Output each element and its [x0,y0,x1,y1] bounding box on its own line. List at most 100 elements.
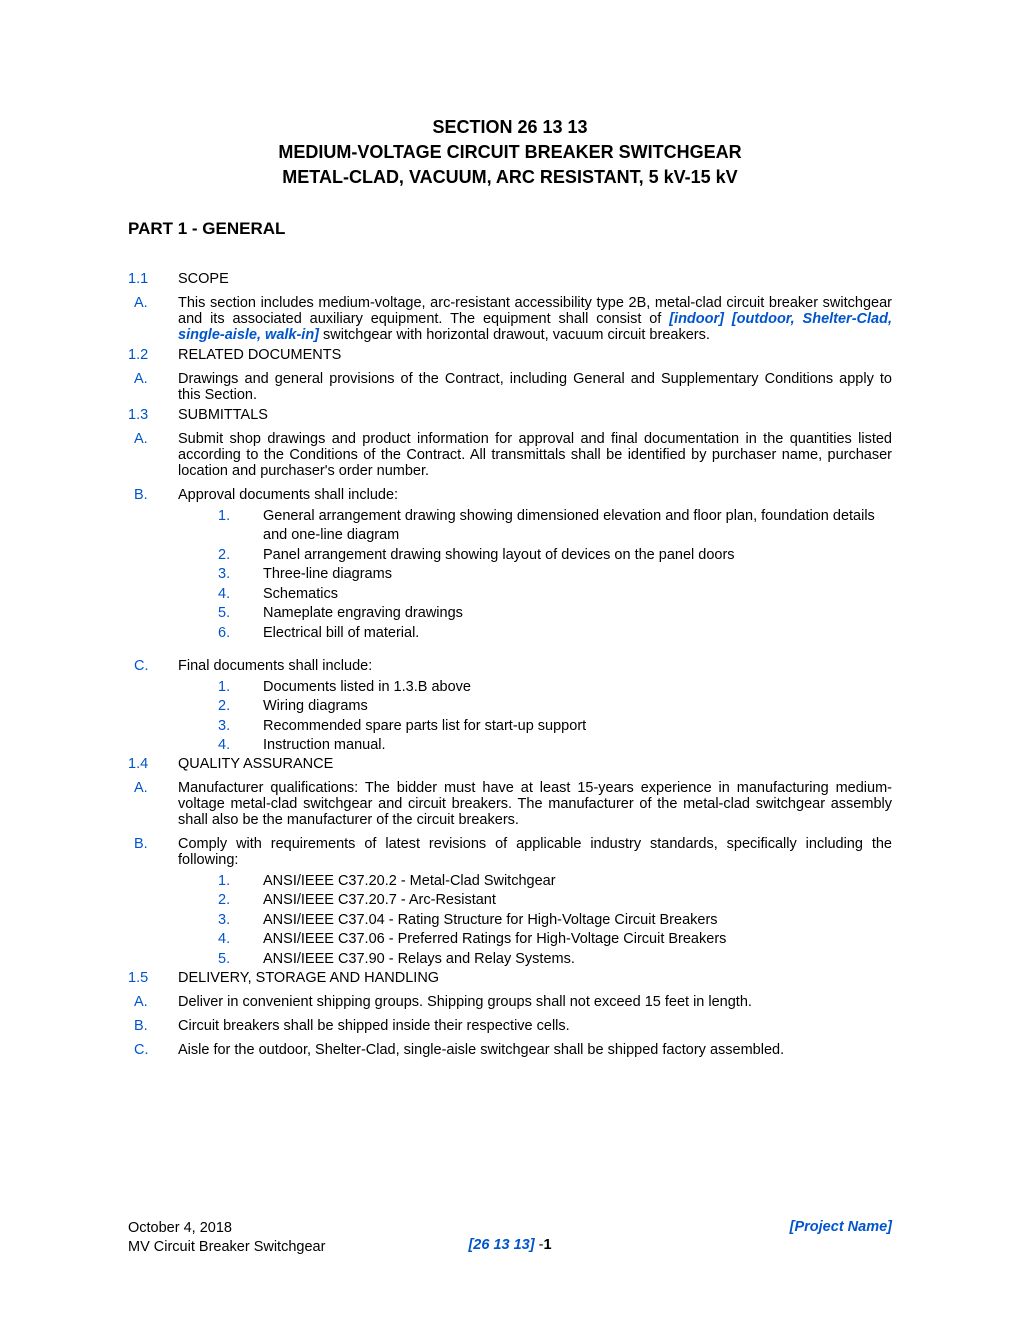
clause-1-4-a: A. Manufacturer qualifications: The bidd… [128,780,892,828]
clause-text: Aisle for the outdoor, Shelter-Clad, sin… [178,1042,892,1058]
list-item-text: Schematics [263,585,892,605]
clause-text: Manufacturer qualifications: The bidder … [178,780,892,828]
list-item-number: 4. [218,930,263,950]
list-item-text: Documents listed in 1.3.B above [263,678,892,698]
clause-text: Deliver in convenient shipping groups. S… [178,994,892,1010]
clause-text: Circuit breakers shall be shipped inside… [178,1018,892,1034]
list-item-text: Instruction manual. [263,736,892,756]
title-line-1: SECTION 26 13 13 [128,115,892,140]
list-item: 1.ANSI/IEEE C37.20.2 - Metal-Clad Switch… [128,872,892,892]
list-item-number: 5. [218,950,263,970]
list-item: 1.General arrangement drawing showing di… [128,507,892,546]
list-item: 2.Wiring diagrams [128,697,892,717]
section-1-4: 1.4 QUALITY ASSURANCE [128,756,892,772]
clause-text: Comply with requirements of latest revis… [178,836,892,868]
list-item-text: Nameplate engraving drawings [263,604,892,624]
section-heading: SUBMITTALS [178,407,892,423]
list-item-text: Panel arrangement drawing showing layout… [263,546,892,566]
footer-right: [Project Name] [790,1219,892,1235]
list-item-number: 1. [218,678,263,698]
clause-letter: B. [134,1018,178,1034]
list-item-number: 6. [218,624,263,644]
list-item: 5.Nameplate engraving drawings [128,604,892,624]
list-item-text: Wiring diagrams [263,697,892,717]
section-1-2: 1.2 RELATED DOCUMENTS [128,347,892,363]
clause-1-3-b: B. Approval documents shall include: [128,487,892,503]
section-number: 1.2 [128,347,178,363]
clause-1-5-c: C. Aisle for the outdoor, Shelter-Clad, … [128,1042,892,1058]
list-item: 2.Panel arrangement drawing showing layo… [128,546,892,566]
section-heading: QUALITY ASSURANCE [178,756,892,772]
clause-1-5-b: B. Circuit breakers shall be shipped ins… [128,1018,892,1034]
list-item-number: 2. [218,891,263,911]
list-item-number: 1. [218,872,263,892]
list-item-text: ANSI/IEEE C37.20.2 - Metal-Clad Switchge… [263,872,892,892]
page-footer: October 4, 2018 MV Circuit Breaker Switc… [128,1219,892,1258]
footer-project-name: [Project Name] [790,1219,892,1235]
list-1-3-b: 1.General arrangement drawing showing di… [128,507,892,644]
clause-text: Drawings and general provisions of the C… [178,371,892,403]
title-line-3: METAL-CLAD, VACUUM, ARC RESISTANT, 5 kV-… [128,165,892,190]
clause-letter: C. [134,658,178,674]
document-page: SECTION 26 13 13 MEDIUM-VOLTAGE CIRCUIT … [0,0,1020,1320]
clause-1-4-b: B. Comply with requirements of latest re… [128,836,892,868]
list-item: 3.Three-line diagrams [128,565,892,585]
clause-text: This section includes medium-voltage, ar… [178,295,892,343]
clause-text: Final documents shall include: [178,658,892,674]
section-1-1: 1.1 SCOPE [128,271,892,287]
footer-section-number: [26 13 13] [468,1237,534,1253]
list-item: 3.ANSI/IEEE C37.04 - Rating Structure fo… [128,911,892,931]
section-number: 1.3 [128,407,178,423]
clause-letter: B. [134,487,178,503]
list-item-number: 4. [218,736,263,756]
list-item-number: 3. [218,911,263,931]
list-item-text: General arrangement drawing showing dime… [263,507,892,546]
list-item-text: Three-line diagrams [263,565,892,585]
list-item: 6.Electrical bill of material. [128,624,892,644]
clause-1-3-a: A. Submit shop drawings and product info… [128,431,892,479]
list-item-number: 3. [218,565,263,585]
list-item-number: 4. [218,585,263,605]
list-1-4-b: 1.ANSI/IEEE C37.20.2 - Metal-Clad Switch… [128,872,892,970]
clause-letter: A. [134,780,178,828]
list-item-number: 5. [218,604,263,624]
list-item: 4.ANSI/IEEE C37.06 - Preferred Ratings f… [128,930,892,950]
list-item: 4.Instruction manual. [128,736,892,756]
section-heading: RELATED DOCUMENTS [178,347,892,363]
clause-text: Submit shop drawings and product informa… [178,431,892,479]
list-item-text: ANSI/IEEE C37.90 - Relays and Relay Syst… [263,950,892,970]
clause-text-after: switchgear with horizontal drawout, vacu… [319,327,710,343]
list-item-text: Electrical bill of material. [263,624,892,644]
section-heading: SCOPE [178,271,892,287]
list-item-text: ANSI/IEEE C37.20.7 - Arc-Resistant [263,891,892,911]
list-item-text: ANSI/IEEE C37.06 - Preferred Ratings for… [263,930,892,950]
footer-center: [26 13 13] -1 [128,1237,892,1253]
section-number: 1.1 [128,271,178,287]
clause-1-3-c: C. Final documents shall include: [128,658,892,674]
title-line-2: MEDIUM-VOLTAGE CIRCUIT BREAKER SWITCHGEA… [128,140,892,165]
clause-1-1-a: A. This section includes medium-voltage,… [128,295,892,343]
section-heading: DELIVERY, STORAGE AND HANDLING [178,970,892,986]
list-item: 5.ANSI/IEEE C37.90 - Relays and Relay Sy… [128,950,892,970]
clause-letter: C. [134,1042,178,1058]
footer-page-number: 1 [543,1237,551,1253]
clause-letter: A. [134,431,178,479]
part-heading: PART 1 - GENERAL [128,219,892,239]
clause-1-2-a: A. Drawings and general provisions of th… [128,371,892,403]
list-item: 2.ANSI/IEEE C37.20.7 - Arc-Resistant [128,891,892,911]
section-number: 1.4 [128,756,178,772]
list-item: 4.Schematics [128,585,892,605]
document-title: SECTION 26 13 13 MEDIUM-VOLTAGE CIRCUIT … [128,115,892,191]
section-1-3: 1.3 SUBMITTALS [128,407,892,423]
list-item-number: 1. [218,507,263,546]
clause-text: Approval documents shall include: [178,487,892,503]
clause-letter: A. [134,371,178,403]
list-item-text: Recommended spare parts list for start-u… [263,717,892,737]
list-1-3-c: 1.Documents listed in 1.3.B above2.Wirin… [128,678,892,756]
list-item-number: 3. [218,717,263,737]
section-1-5: 1.5 DELIVERY, STORAGE AND HANDLING [128,970,892,986]
list-item-number: 2. [218,546,263,566]
clause-letter: B. [134,836,178,868]
list-item: 3.Recommended spare parts list for start… [128,717,892,737]
clause-letter: A. [134,994,178,1010]
